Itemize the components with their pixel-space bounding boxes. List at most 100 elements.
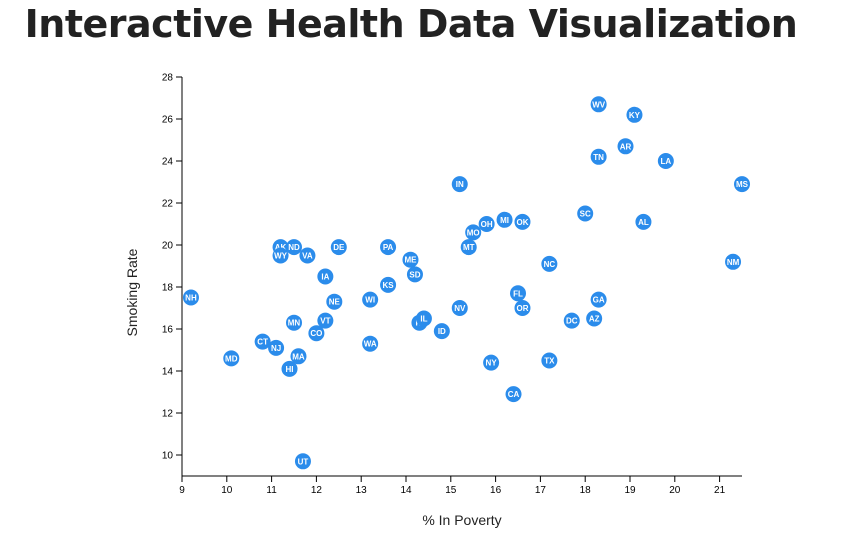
state-marker[interactable] <box>415 310 432 327</box>
state-point-ne[interactable]: NE <box>326 293 343 310</box>
state-point-or[interactable]: OR <box>514 300 531 316</box>
state-point-oh[interactable]: OH <box>478 216 495 232</box>
state-marker[interactable] <box>294 453 311 470</box>
state-point-ga[interactable]: GA <box>590 291 607 308</box>
state-marker[interactable] <box>617 138 634 155</box>
state-point-ut[interactable]: UT <box>294 453 311 470</box>
state-point-ks[interactable]: KS <box>380 276 397 293</box>
state-point-la[interactable]: LA <box>657 153 674 169</box>
state-point-nm[interactable]: NM <box>725 253 742 270</box>
state-point-nj[interactable]: NJ <box>268 339 285 356</box>
state-point-il[interactable]: IL <box>415 310 432 327</box>
state-marker[interactable] <box>290 348 307 365</box>
state-marker[interactable] <box>317 312 334 329</box>
state-point-nh[interactable]: NH <box>182 289 199 306</box>
state-marker[interactable] <box>286 314 302 331</box>
state-point-dc[interactable]: DC <box>563 312 580 329</box>
state-point-sc[interactable]: SC <box>577 205 594 222</box>
state-point-me[interactable]: ME <box>402 251 419 268</box>
state-point-sd[interactable]: SD <box>406 266 423 283</box>
state-point-wi[interactable]: WI <box>362 291 379 308</box>
state-marker[interactable] <box>626 106 643 123</box>
state-marker[interactable] <box>362 291 379 308</box>
state-marker[interactable] <box>272 247 289 264</box>
state-point-mt[interactable]: MT <box>460 239 477 256</box>
state-marker[interactable] <box>586 310 603 327</box>
state-point-mn[interactable]: MN <box>286 314 302 331</box>
state-marker[interactable] <box>362 335 379 352</box>
state-marker[interactable] <box>317 268 334 285</box>
state-marker[interactable] <box>380 276 397 293</box>
state-marker[interactable] <box>451 300 468 316</box>
state-marker[interactable] <box>496 211 513 228</box>
state-marker[interactable] <box>590 291 607 308</box>
state-marker[interactable] <box>635 213 652 230</box>
state-point-ms[interactable]: MS <box>734 176 750 193</box>
state-point-in[interactable]: IN <box>451 176 468 193</box>
state-marker[interactable] <box>299 247 316 264</box>
state-point-al[interactable]: AL <box>635 213 652 230</box>
state-marker[interactable] <box>326 293 343 310</box>
state-marker[interactable] <box>330 239 347 256</box>
state-marker[interactable] <box>281 360 298 377</box>
state-marker[interactable] <box>514 213 531 230</box>
state-point-mi[interactable]: MI <box>496 211 513 228</box>
state-marker[interactable] <box>514 300 531 316</box>
state-point-co[interactable]: CO <box>308 325 325 342</box>
state-marker[interactable] <box>223 350 240 367</box>
state-marker[interactable] <box>406 266 423 283</box>
state-marker[interactable] <box>465 224 482 241</box>
state-point-ia[interactable]: IA <box>317 268 334 285</box>
state-point-fl[interactable]: FL <box>510 285 526 302</box>
state-marker[interactable] <box>478 216 495 232</box>
state-marker[interactable] <box>483 354 500 371</box>
state-marker[interactable] <box>254 333 271 350</box>
state-marker[interactable] <box>590 148 607 165</box>
y-axis-title[interactable]: Smoking Rate <box>124 248 140 336</box>
state-marker[interactable] <box>286 239 302 256</box>
state-point-pa[interactable]: PA <box>380 239 397 256</box>
state-marker[interactable] <box>541 352 558 369</box>
state-marker[interactable] <box>268 339 285 356</box>
state-point-nc[interactable]: NC <box>541 255 558 272</box>
state-point-de[interactable]: DE <box>330 239 347 256</box>
state-marker[interactable] <box>182 289 199 306</box>
state-point-hi[interactable]: HI <box>281 360 298 377</box>
state-point-wa[interactable]: WA <box>362 335 379 352</box>
state-point-ny[interactable]: NY <box>483 354 500 371</box>
state-point-vt[interactable]: VT <box>317 312 334 329</box>
state-point-mo[interactable]: MO <box>465 224 482 241</box>
state-point-nd[interactable]: ND <box>286 239 302 256</box>
state-point-va[interactable]: VA <box>299 247 316 264</box>
state-marker[interactable] <box>510 285 526 302</box>
state-marker[interactable] <box>433 323 450 340</box>
state-marker[interactable] <box>402 251 419 268</box>
state-marker[interactable] <box>460 239 477 256</box>
state-marker[interactable] <box>657 153 674 169</box>
state-marker[interactable] <box>541 255 558 272</box>
state-marker[interactable] <box>505 386 522 403</box>
state-point-ma[interactable]: MA <box>290 348 307 365</box>
state-point-ct[interactable]: CT <box>254 333 271 350</box>
state-point-ar[interactable]: AR <box>617 138 634 155</box>
state-marker[interactable] <box>380 239 397 256</box>
state-point-wv[interactable]: WV <box>590 96 607 113</box>
state-point-nv[interactable]: NV <box>451 300 468 316</box>
state-marker[interactable] <box>563 312 580 329</box>
state-point-ok[interactable]: OK <box>514 213 531 230</box>
state-point-id[interactable]: ID <box>433 323 450 340</box>
state-marker[interactable] <box>451 176 468 193</box>
state-point-az[interactable]: AZ <box>586 310 603 327</box>
state-point-ky[interactable]: KY <box>626 106 643 123</box>
state-point-wy[interactable]: WY <box>272 247 289 264</box>
state-point-ca[interactable]: CA <box>505 386 522 403</box>
x-axis-title[interactable]: % In Poverty <box>422 512 501 528</box>
state-marker[interactable] <box>577 205 594 222</box>
state-marker[interactable] <box>308 325 325 342</box>
state-marker[interactable] <box>590 96 607 113</box>
state-point-tn[interactable]: TN <box>590 148 607 165</box>
state-marker[interactable] <box>734 176 750 193</box>
state-point-tx[interactable]: TX <box>541 352 558 369</box>
state-point-md[interactable]: MD <box>223 350 240 367</box>
state-marker[interactable] <box>725 253 742 270</box>
